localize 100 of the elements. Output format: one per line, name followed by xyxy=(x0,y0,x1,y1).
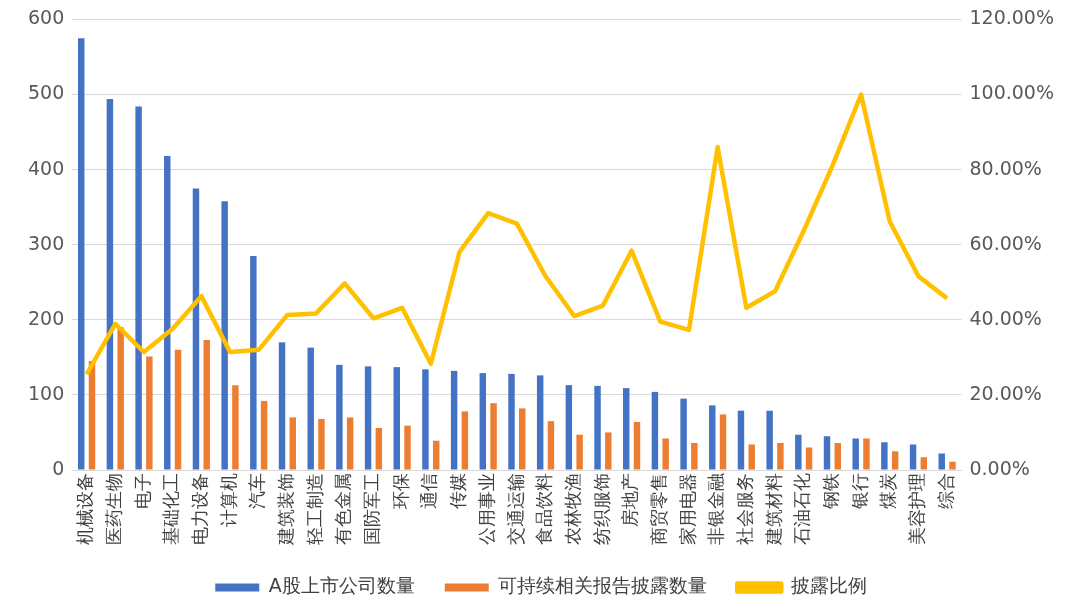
bar xyxy=(146,356,153,470)
y2-tick-label: 60.00% xyxy=(969,231,1042,254)
x-tick-label: 商贸零售 xyxy=(647,473,669,545)
bar xyxy=(221,201,228,470)
x-tick-label: 房地产 xyxy=(619,473,641,527)
x-tick-label: 有色金属 xyxy=(332,473,354,545)
bar xyxy=(605,432,612,470)
bar xyxy=(404,425,411,470)
x-tick-label: 建筑材料 xyxy=(762,473,784,546)
y-tick-label: 300 xyxy=(28,231,65,254)
bar xyxy=(709,405,716,470)
bar xyxy=(519,408,526,470)
y2-tick-label: 120.00% xyxy=(969,6,1055,29)
bar xyxy=(909,444,917,470)
bar xyxy=(805,447,813,470)
y-tick-label: 200 xyxy=(28,306,65,329)
bar xyxy=(393,367,400,470)
bar xyxy=(260,400,268,470)
y2-tick-label: 20.00% xyxy=(969,381,1042,404)
bar xyxy=(920,457,928,470)
bar xyxy=(949,461,956,470)
bar xyxy=(174,349,182,470)
legend-label: 可持续相关报告披露数量 xyxy=(498,574,708,597)
x-tick-label: 交通运输 xyxy=(504,473,526,545)
x-tick-label: 钢铁 xyxy=(820,473,842,510)
bar xyxy=(318,418,325,470)
x-tick-label: 建筑装饰 xyxy=(275,473,297,546)
bar xyxy=(432,440,440,470)
bar xyxy=(307,347,314,470)
bar xyxy=(881,442,888,470)
bar xyxy=(490,403,497,470)
x-tick-label: 传媒 xyxy=(447,473,469,509)
y-tick-label: 400 xyxy=(28,156,65,179)
x-tick-label: 食品饮料 xyxy=(533,473,555,545)
x-tick-label: 医药生物 xyxy=(102,473,124,545)
x-tick-label: 非银金融 xyxy=(705,473,727,545)
bar xyxy=(834,442,841,470)
bar xyxy=(422,369,429,470)
bar xyxy=(680,398,687,470)
bar xyxy=(651,391,659,470)
y2-tick-label: 0.00% xyxy=(969,456,1030,479)
bar xyxy=(691,442,698,470)
x-tick-label: 社会服务 xyxy=(734,473,756,545)
bar xyxy=(863,438,870,470)
bar xyxy=(565,385,573,470)
bar xyxy=(766,410,773,470)
bar xyxy=(461,411,469,470)
y2-tick-label: 80.00% xyxy=(969,156,1042,179)
bar xyxy=(891,451,899,470)
x-tick-label: 电力设备 xyxy=(189,473,211,545)
bar xyxy=(737,410,745,470)
y-tick-label: 100 xyxy=(28,381,65,404)
bar xyxy=(450,370,458,470)
bar xyxy=(364,366,372,470)
bar xyxy=(289,417,296,470)
bar xyxy=(250,255,257,470)
x-tick-label: 纺织服饰 xyxy=(590,473,612,545)
x-tick-label: 国防军工 xyxy=(361,473,383,545)
bar xyxy=(823,436,831,470)
bar xyxy=(375,427,383,470)
bar xyxy=(164,156,171,470)
y-tick-label: 0 xyxy=(52,456,65,479)
bar xyxy=(594,385,601,470)
bar xyxy=(777,442,784,470)
x-tick-label: 基础化工 xyxy=(160,473,182,545)
bar xyxy=(346,417,354,470)
x-tick-label: 通信 xyxy=(418,473,440,509)
x-tick-label: 计算机 xyxy=(217,473,239,527)
bar xyxy=(192,188,200,470)
bar xyxy=(748,444,755,470)
x-tick-label: 环保 xyxy=(389,473,411,509)
bar xyxy=(719,414,727,470)
bar xyxy=(336,364,343,470)
x-tick-label: 电子 xyxy=(131,473,153,509)
bar xyxy=(508,373,515,470)
x-tick-label: 农林牧渔 xyxy=(561,473,583,545)
legend-label: A股上市公司数量 xyxy=(268,574,415,597)
x-tick-label: 银行 xyxy=(848,473,870,510)
x-tick-label: 美容护理 xyxy=(906,473,928,545)
y2-tick-label: 40.00% xyxy=(969,306,1042,329)
y-tick-label: 500 xyxy=(28,81,65,104)
bar xyxy=(662,438,669,470)
bar xyxy=(938,453,945,470)
x-tick-label: 机械设备 xyxy=(74,473,96,545)
bar xyxy=(117,327,124,470)
bar xyxy=(106,99,114,470)
legend-label: 披露比例 xyxy=(790,574,867,597)
bar xyxy=(278,342,286,470)
bar xyxy=(536,375,544,470)
x-tick-label: 煤炭 xyxy=(877,473,899,509)
bar xyxy=(135,106,142,470)
bar xyxy=(623,388,630,470)
bar xyxy=(852,438,859,470)
x-tick-label: 综合 xyxy=(934,473,956,509)
x-tick-label: 公用事业 xyxy=(475,473,497,545)
bar xyxy=(78,38,85,470)
bar xyxy=(547,421,555,470)
x-tick-label: 石油石化 xyxy=(791,473,813,545)
bar xyxy=(203,340,210,470)
bar xyxy=(576,434,583,470)
